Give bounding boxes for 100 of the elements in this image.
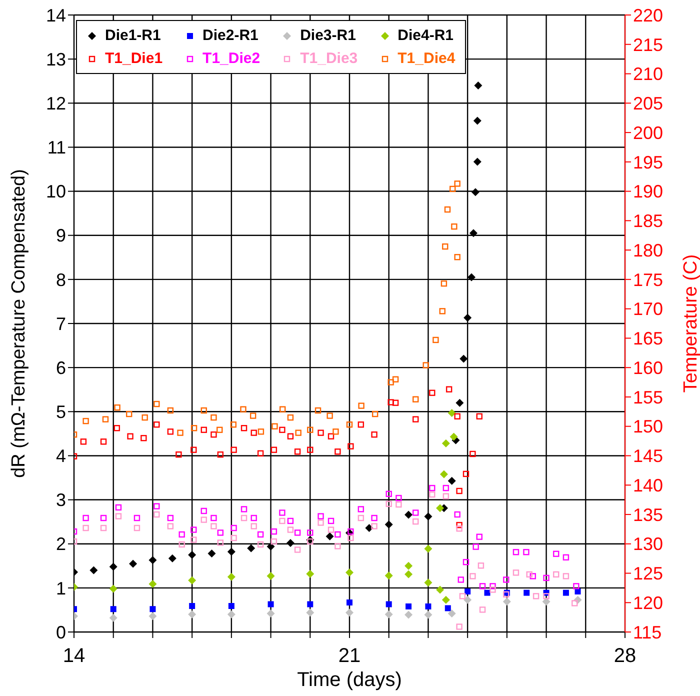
point — [250, 514, 257, 522]
y2-tick-label: 155 — [633, 387, 664, 408]
point — [210, 523, 217, 530]
point — [306, 608, 314, 617]
point — [454, 511, 460, 518]
point — [189, 603, 196, 609]
point — [100, 514, 107, 522]
point — [444, 605, 451, 612]
point — [210, 514, 217, 522]
point — [346, 421, 353, 428]
point — [371, 431, 378, 438]
point — [307, 530, 314, 536]
point — [532, 593, 540, 600]
point — [270, 528, 278, 535]
point — [562, 590, 569, 596]
point — [476, 413, 482, 420]
point — [439, 308, 446, 314]
point — [371, 514, 378, 522]
point — [512, 548, 520, 556]
point — [479, 583, 486, 590]
point — [217, 451, 224, 458]
point — [396, 494, 402, 502]
point — [348, 534, 354, 542]
point — [530, 573, 536, 580]
point — [386, 500, 392, 507]
point — [479, 606, 486, 613]
point — [287, 433, 294, 440]
y2-tick-label: 220 — [633, 5, 664, 26]
point — [287, 526, 294, 533]
point — [572, 600, 578, 606]
point — [404, 562, 413, 570]
point — [314, 407, 322, 414]
y2-tick-label: 130 — [633, 534, 664, 554]
y-tick-label: 1 — [56, 578, 66, 598]
point — [464, 588, 471, 594]
point — [210, 431, 217, 438]
point — [279, 406, 286, 412]
point — [148, 580, 157, 588]
point — [503, 576, 510, 583]
point — [82, 418, 89, 424]
point — [140, 434, 147, 442]
point — [230, 421, 236, 428]
point — [386, 601, 392, 608]
point — [476, 534, 482, 540]
point — [318, 513, 324, 520]
point — [102, 416, 109, 422]
point — [227, 548, 236, 556]
point — [456, 624, 462, 630]
point — [384, 610, 393, 618]
point — [287, 518, 294, 524]
y2-tick-label: 140 — [633, 475, 664, 496]
point — [307, 426, 314, 433]
point — [490, 586, 496, 593]
point — [190, 424, 198, 432]
legend-label: T1_Die3 — [300, 50, 358, 67]
point — [257, 450, 264, 456]
point — [210, 414, 217, 421]
point — [436, 504, 444, 512]
point — [470, 573, 476, 580]
point — [459, 593, 466, 600]
point — [404, 570, 413, 578]
point — [257, 541, 264, 548]
point — [346, 568, 354, 577]
point — [200, 508, 207, 514]
point — [295, 430, 302, 436]
point — [80, 438, 87, 445]
point — [257, 531, 264, 538]
point — [266, 542, 275, 550]
legend-label: T1_Die2 — [202, 50, 260, 67]
point — [553, 550, 560, 557]
point — [473, 158, 482, 166]
point — [464, 596, 472, 604]
point — [270, 538, 278, 545]
point — [109, 614, 118, 622]
point — [294, 530, 301, 536]
y2-tick-label: 135 — [633, 504, 664, 525]
point — [451, 223, 458, 230]
point — [442, 439, 450, 448]
point — [250, 412, 256, 419]
y2-tick-label: 175 — [633, 270, 664, 290]
point — [279, 518, 286, 524]
point — [524, 590, 530, 596]
point — [200, 407, 207, 414]
point — [154, 400, 160, 408]
point — [100, 524, 107, 532]
x-axis-title: Time (days) — [297, 669, 402, 691]
point — [115, 513, 122, 520]
point — [464, 314, 472, 322]
point — [526, 571, 532, 578]
point — [470, 450, 476, 458]
point — [334, 448, 341, 455]
point — [115, 504, 122, 511]
point — [348, 443, 354, 450]
point — [90, 566, 98, 574]
point — [404, 510, 413, 519]
point — [294, 448, 301, 455]
point — [358, 506, 364, 512]
point — [469, 229, 478, 238]
point — [454, 413, 460, 420]
point — [412, 416, 419, 422]
